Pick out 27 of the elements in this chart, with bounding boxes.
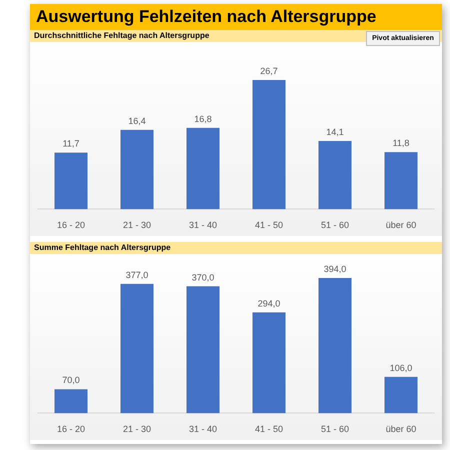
data-label: 294,0 [258,298,280,308]
data-label: 377,0 [126,270,148,280]
data-label: 106,0 [390,362,412,373]
x-tick-label: 41 - 50 [254,424,284,434]
chart-title: Summe Fehltage nach Altersgruppe [30,242,442,254]
x-tick-label: 41 - 50 [254,220,284,230]
x-tick-label: über 60 [386,220,416,230]
data-label: 11,8 [392,138,410,148]
data-label: 26,7 [260,66,278,76]
x-tick-label: über 60 [386,424,416,434]
data-label: 70,0 [62,375,80,386]
data-label: 394,0 [324,264,346,274]
data-label: 14,1 [326,126,344,137]
data-label: 11,7 [62,138,80,149]
x-tick-label: 16 - 20 [56,424,86,434]
x-tick-label: 51 - 60 [320,220,350,230]
x-tick-label: 51 - 60 [320,424,350,434]
data-label: 16,4 [128,116,146,126]
x-tick-label: 21 - 30 [122,424,152,434]
chart-title: Auswertung Fehlzeiten nach Altersgruppe [30,4,442,30]
x-tick-label: 16 - 20 [56,220,86,230]
x-tick-label: 31 - 40 [188,220,218,230]
data-label: 16,8 [194,114,212,124]
x-tick-label: 21 - 30 [122,220,152,230]
data-label: 370,0 [192,272,214,282]
chart-subtitle: Durchschnittliche Fehltage nach Altersgruppe [34,31,210,40]
x-tick-label: 31 - 40 [188,424,218,434]
